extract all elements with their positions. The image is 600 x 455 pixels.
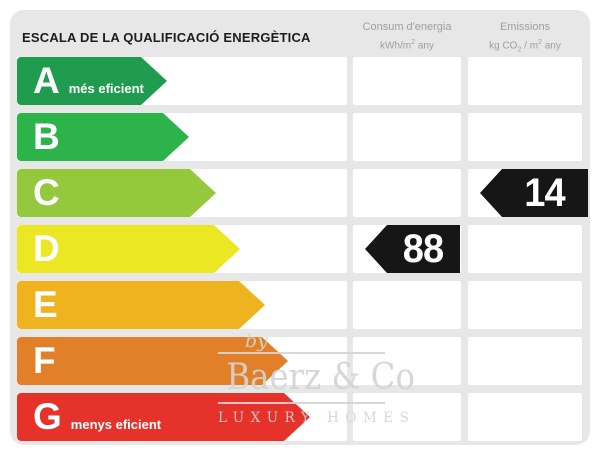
rating-letter: C <box>33 172 60 213</box>
consum-column-header: Consum d'energia kWh/m2 any <box>353 20 461 53</box>
watermark-brand-name: Baerz & Co <box>226 357 415 398</box>
emissions-header-unit: kg CO2 / m2 any <box>489 39 561 54</box>
watermark-tagline: LUXURY HOMES <box>218 410 416 426</box>
emissions-cell <box>468 337 582 385</box>
rating-row-d: D <box>10 225 590 273</box>
consum-cell <box>353 281 461 329</box>
rating-bar-c: C <box>17 169 216 217</box>
watermark-rule-top <box>218 352 385 354</box>
emissions-cell <box>468 225 582 273</box>
watermark-rule-bottom <box>218 402 385 404</box>
rating-bar-label: més eficient <box>68 81 144 96</box>
emissions-cell <box>468 57 582 105</box>
emissions-header-label: Emissions <box>499 21 551 33</box>
consum-header-unit: kWh/m2 any <box>380 39 434 52</box>
rating-bar-e: E <box>17 281 265 329</box>
watermark-by-text: by <box>245 330 268 352</box>
energy-scale-panel: ESCALA DE LA QUALIFICACIÓ ENERGÈTICA Con… <box>10 10 590 445</box>
rating-row-f: F <box>10 337 590 385</box>
consum-value-badge: 88 <box>365 225 460 273</box>
rating-letter: G <box>33 396 62 437</box>
page-title: ESCALA DE LA QUALIFICACIÓ ENERGÈTICA <box>22 30 311 45</box>
emissions-cell <box>468 281 582 329</box>
consum-cell <box>353 57 461 105</box>
emissions-value-badge: 14 <box>480 169 588 217</box>
rating-row-b: B <box>10 113 590 161</box>
rating-letter: D <box>33 228 60 269</box>
consum-cell <box>353 169 461 217</box>
emissions-value: 14 <box>524 171 565 215</box>
emissions-cell <box>468 393 582 441</box>
consum-cell <box>353 337 461 385</box>
rating-letter: F <box>33 340 56 381</box>
emissions-cell <box>468 113 582 161</box>
consum-cell <box>353 393 461 441</box>
rating-bar-f: F <box>17 337 288 385</box>
rating-bar-d: D <box>17 225 240 273</box>
rating-letter: E <box>33 284 58 325</box>
rating-row-g: G menys eficient <box>10 393 590 441</box>
consum-cell <box>353 113 461 161</box>
baerz-watermark: by Baerz & Co LUXURY HOMES <box>218 330 416 431</box>
rating-bar-b: B <box>17 113 189 161</box>
rating-letter: B <box>33 116 60 157</box>
rating-row-a: A més eficient <box>10 57 590 105</box>
rating-row-e: E <box>10 281 590 329</box>
rating-bar-a: A més eficient <box>17 57 167 105</box>
consum-header-label: Consum d'energia <box>362 21 452 33</box>
rating-bar-g: G menys eficient <box>17 393 310 441</box>
consum-value: 88 <box>402 227 444 271</box>
emissions-column-header: Emissions kg CO2 / m2 any <box>468 20 582 57</box>
rating-bar-label: menys eficient <box>70 417 162 432</box>
rating-letter: A <box>33 60 60 101</box>
